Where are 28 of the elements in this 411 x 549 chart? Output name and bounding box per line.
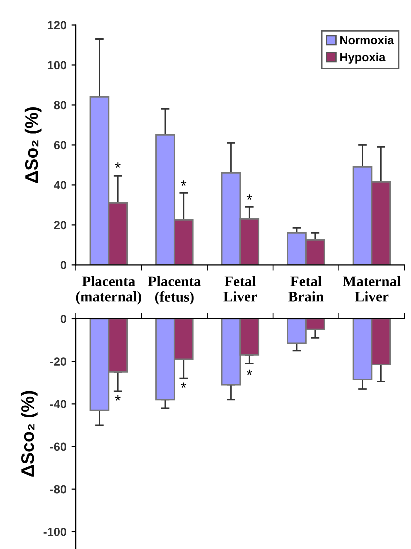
- y-tick-label: 0: [60, 261, 67, 270]
- y-tick-label: 60: [54, 141, 67, 150]
- annotation: *: [115, 395, 121, 401]
- y-tick-label: 100: [48, 61, 67, 70]
- y-tick-label: 80: [54, 101, 67, 110]
- y-tick-label: 0: [60, 315, 67, 324]
- y-tick-label: -80: [50, 485, 67, 494]
- x-tick-label: Placenta (maternal): [76, 276, 142, 305]
- legend-label: Normoxia: [340, 36, 394, 45]
- y-tick-label: 40: [54, 181, 67, 190]
- y-tick-label: -20: [50, 358, 67, 366]
- y-tick-label: -100: [44, 528, 67, 536]
- y-axis-title: ΔSo₂ (%): [24, 108, 42, 184]
- y-axis-title: ΔSco₂ (%): [20, 391, 38, 477]
- x-tick-label: Fetal Liver: [224, 276, 258, 302]
- annotation: *: [246, 194, 252, 200]
- y-tick-label: -60: [50, 442, 67, 452]
- x-tick-label: Placenta (fetus): [148, 276, 202, 305]
- annotation: *: [181, 180, 187, 186]
- annotation: *: [246, 370, 252, 376]
- legend-label: Hypoxia: [340, 52, 386, 64]
- annotation: *: [181, 382, 187, 388]
- x-tick-label: Maternal Liver: [343, 276, 401, 302]
- x-tick-label: Fetal Brain: [288, 276, 324, 302]
- y-tick-label: 20: [54, 221, 67, 230]
- y-tick-label: -40: [50, 400, 67, 409]
- y-tick-label: 120: [48, 21, 67, 30]
- annotation: *: [115, 162, 121, 168]
